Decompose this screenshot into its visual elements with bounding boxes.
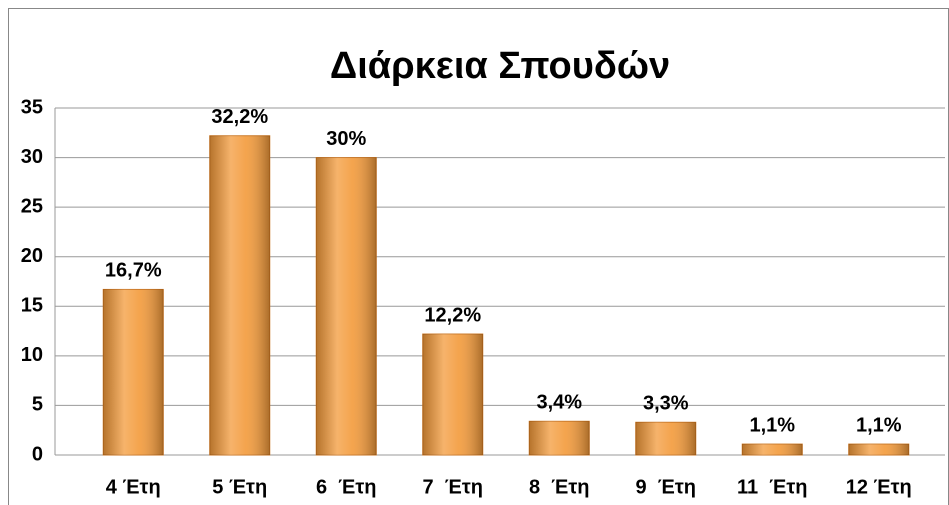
chart-title: Διάρκεια Σπουδών [330,45,670,87]
data-label: 1,1% [856,414,902,436]
x-tick-label: 8 Έτη [529,476,589,498]
x-tick-label: 12 Έτη [846,476,912,498]
bar [848,443,910,456]
data-label: 16,7% [105,260,162,282]
y-tick-label: 35 [21,96,43,118]
data-label: 30% [326,128,366,150]
bar [315,157,377,456]
y-tick-label: 0 [32,443,43,465]
x-tick-label: 6 Έτη [316,476,376,498]
y-tick-label: 5 [32,394,43,416]
bar [102,288,164,456]
y-tick-label: 25 [21,195,43,217]
bar [209,135,271,456]
bar [635,421,697,456]
bar [741,443,803,456]
x-tick-label: 9 Έτη [636,476,696,498]
data-label: 3,4% [536,392,582,414]
y-tick-label: 10 [21,344,43,366]
data-label: 3,3% [643,393,689,415]
data-label: 12,2% [424,304,481,326]
y-tick-label: 20 [21,245,43,267]
x-tick-label: 11 Έτη [737,476,807,498]
x-tick-label: 7 Έτη [423,476,483,498]
bar [422,333,484,456]
data-label: 32,2% [211,106,268,128]
x-tick-label: 5 Έτη [212,476,267,498]
data-label: 1,1% [749,414,795,436]
y-tick-label: 30 [21,146,43,168]
x-tick-label: 4 Έτη [106,476,161,498]
y-tick-label: 15 [21,295,43,317]
bar [528,420,590,456]
